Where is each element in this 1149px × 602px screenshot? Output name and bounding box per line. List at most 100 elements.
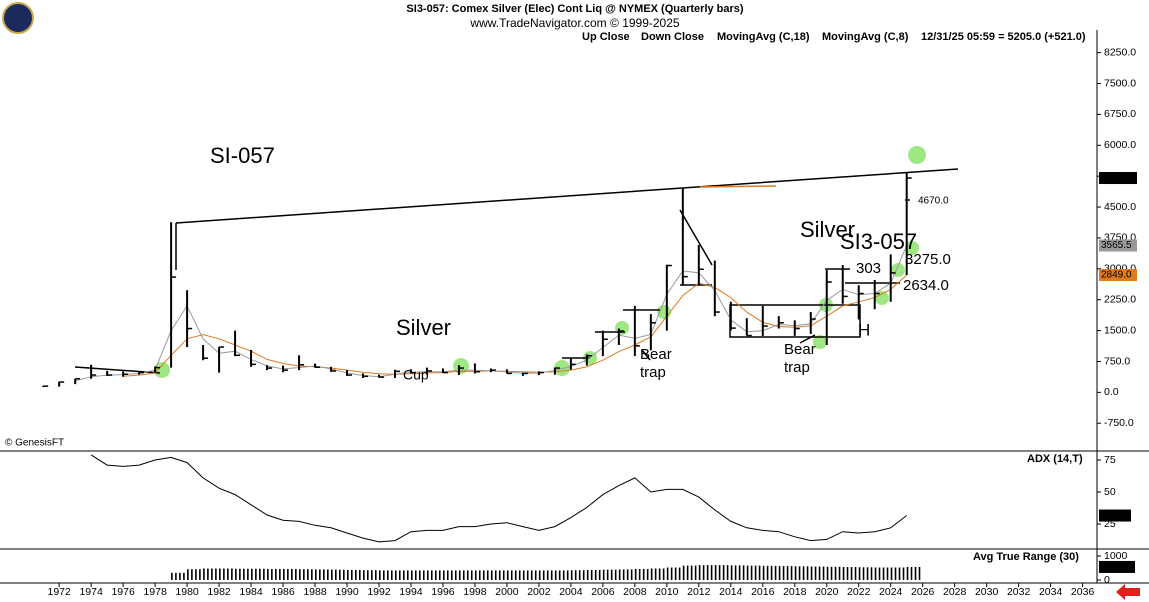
atr-bar (802, 566, 805, 581)
x-tick-label: 2014 (719, 586, 743, 598)
x-tick-label: 2004 (559, 586, 583, 598)
x-tick-label: 2016 (751, 586, 775, 598)
x-tick-label: 2030 (975, 586, 999, 598)
atr-bar (614, 569, 617, 581)
highlight (875, 291, 889, 305)
x-tick-label: 2020 (815, 586, 839, 598)
highlight (154, 362, 170, 378)
atr-bar (598, 569, 601, 581)
atr-bar (750, 565, 753, 581)
highlight (615, 321, 629, 335)
atr-bar (810, 566, 813, 581)
atr-bar (279, 568, 281, 581)
atr-bar (734, 565, 737, 581)
annotation: trap (784, 359, 810, 376)
value-box (1099, 560, 1135, 573)
annotation: 2634.0 (903, 277, 949, 294)
atr-bar (730, 565, 733, 581)
atr-bar (914, 566, 917, 581)
x-tick-label: 2002 (527, 586, 551, 598)
atr-bar (375, 570, 377, 581)
y-tick-label: 0 (1104, 574, 1110, 586)
atr-bar (782, 566, 785, 581)
atr-bar (666, 567, 669, 581)
atr-bar (794, 566, 797, 581)
atr-bar (303, 569, 305, 581)
atr-bar (211, 568, 213, 581)
atr-bar (359, 569, 361, 581)
y-tick-label: 7500.0 (1104, 77, 1136, 89)
atr-bar (498, 570, 501, 581)
annotation: SI-057 (210, 143, 275, 168)
atr-bar (846, 567, 849, 581)
y-tick-label: 4500.0 (1104, 201, 1136, 213)
atr-bar (746, 565, 749, 581)
x-tick-label: 2018 (783, 586, 807, 598)
atr-bar (323, 569, 325, 581)
atr-bar (271, 568, 273, 581)
x-tick-label: 1982 (207, 586, 231, 598)
atr-bar (510, 570, 513, 581)
annotation: Cup (403, 367, 429, 383)
atr-bar (219, 568, 221, 581)
atr-bar (494, 570, 497, 581)
atr-bar (882, 567, 885, 581)
atr-bar (458, 570, 461, 581)
atr-bar (822, 566, 825, 581)
atr-bar (590, 569, 593, 581)
atr-bar (183, 572, 185, 581)
value-box-label: 31.61 (1101, 510, 1126, 521)
atr-bar (470, 570, 473, 581)
atr-bar (690, 565, 693, 581)
x-tick-label: 1978 (143, 586, 167, 598)
atr-bar (454, 570, 457, 581)
highlight (554, 360, 570, 376)
atr-bar (474, 570, 477, 581)
atr-bar (287, 568, 289, 581)
atr-bar (758, 565, 761, 581)
atr-bar (786, 566, 789, 581)
atr-bar (430, 570, 433, 581)
atr-bar (438, 570, 441, 581)
x-tick-label: 2026 (911, 586, 935, 598)
y-tick-label: 50 (1104, 486, 1116, 498)
atr-bar (339, 569, 341, 581)
atr-bar (826, 566, 829, 581)
scroll-arrow[interactable] (1116, 584, 1140, 600)
atr-bar (742, 565, 745, 581)
credit: © GenesisFT (5, 438, 64, 449)
y-tick-label: 6750.0 (1104, 108, 1136, 120)
y-tick-label: 75 (1104, 454, 1116, 466)
atr-bar (842, 567, 845, 581)
atr-bar (662, 568, 665, 581)
atr-bar (722, 565, 725, 581)
atr-bar (203, 568, 205, 581)
atr-bar (363, 570, 365, 581)
arrow (641, 349, 651, 361)
atr-bar (686, 565, 689, 581)
atr-bar (694, 565, 697, 581)
x-tick-label: 1988 (303, 586, 327, 598)
trend-line (699, 185, 777, 188)
y-tick-label: 8250.0 (1104, 46, 1136, 58)
atr-bar (570, 570, 573, 581)
atr-bar (199, 569, 201, 581)
atr-bar (223, 568, 225, 581)
atr-bar (367, 570, 369, 581)
atr-bar (414, 570, 417, 581)
x-tick-label: 2008 (623, 586, 647, 598)
x-tick-label: 2032 (1007, 586, 1031, 598)
price-marker (1099, 172, 1137, 185)
atr-bar (682, 565, 685, 581)
atr-bar (838, 566, 841, 581)
logo (2, 2, 34, 34)
price-marker (1099, 239, 1137, 252)
atr-bar (315, 569, 317, 581)
atr-bar (327, 569, 329, 581)
atr-bar (418, 570, 421, 581)
atr-bar (678, 567, 681, 581)
atr-bar (830, 566, 833, 581)
atr-bar (554, 570, 557, 581)
atr-bar (502, 570, 505, 581)
atr-bar (638, 568, 641, 581)
